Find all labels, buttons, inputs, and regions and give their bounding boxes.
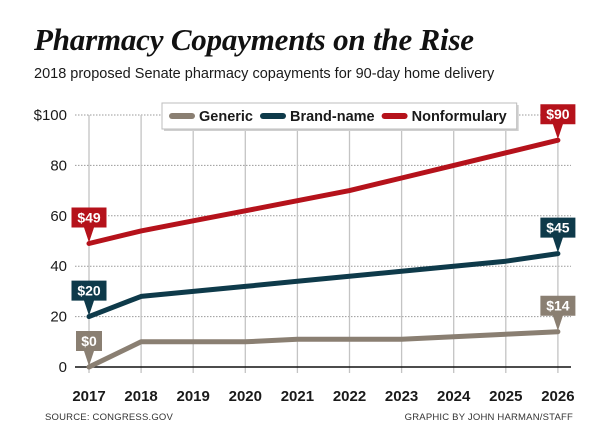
callout-label: $20	[77, 283, 101, 299]
y-tick-label: 60	[50, 208, 67, 225]
callout-label: $14	[546, 298, 570, 314]
legend-box	[161, 102, 518, 130]
x-tick-label: 2023	[385, 388, 418, 405]
graphic-credit: GRAPHIC BY JOHN HARMAN/STAFF	[404, 412, 573, 423]
x-tick-label: 2024	[437, 388, 471, 405]
callout-box	[540, 295, 576, 331]
callout-label: $90	[546, 106, 570, 122]
y-tick-label: 20	[50, 309, 67, 326]
callout-label: $0	[81, 333, 97, 349]
legend-label: Brand-name	[290, 109, 375, 125]
callout-end-brand-name: $45	[540, 217, 576, 253]
callout-start-brand-name: $20	[71, 280, 107, 316]
y-axis-ticks: 0 20 40 60 80 $100	[34, 107, 67, 376]
x-tick-label: 2025	[489, 388, 522, 405]
x-tick-label: 2018	[124, 388, 157, 405]
y-gridlines	[75, 114, 571, 318]
series-lines	[86, 137, 561, 370]
callout-end-nonformulary: $90	[540, 104, 576, 140]
callout-label: $45	[546, 220, 570, 236]
x-tick-label: 2020	[229, 388, 262, 405]
x-tick-label: 2019	[177, 388, 210, 405]
y-tick-label: 40	[50, 258, 67, 275]
legend-item-nonformulary: Nonformulary	[381, 109, 507, 125]
legend-label: Nonformulary	[412, 109, 507, 125]
legend-item-brand-name: Brand-name	[260, 109, 375, 125]
series-line-nonformulary	[86, 137, 561, 246]
chart-subtitle: 2018 proposed Senate pharmacy copayments…	[34, 66, 495, 82]
x-axis-ticks: 2017 2018 2019 2020 2021 2022 2023 2024 2025 2026	[72, 388, 574, 405]
legend-label: Generic	[199, 109, 253, 125]
callout-box	[76, 331, 102, 366]
callout-box	[540, 104, 576, 140]
legend: Generic Brand-name Nonformulary	[161, 102, 519, 131]
chart-title: Pharmacy Copayments on the Rise	[34, 22, 474, 57]
legend-item-generic: Generic	[169, 109, 253, 125]
x-tick-label: 2026	[541, 388, 574, 405]
x-tick-label: 2022	[333, 388, 366, 405]
series-line-brand-name	[86, 251, 561, 320]
y-tick-label: 80	[50, 157, 67, 174]
series-line-generic	[86, 329, 561, 370]
source-note: SOURCE: CONGRESS.GOV	[45, 412, 174, 423]
x-tick-label: 2017	[72, 388, 105, 405]
callout-start-generic: $0	[76, 331, 102, 366]
callout-start-nonformulary: $49	[71, 207, 107, 243]
callout-box	[71, 207, 107, 243]
x-tick-label: 2021	[281, 388, 314, 405]
value-callouts: $0 $14 $20 $45 $49 $90	[71, 104, 576, 366]
callout-end-generic: $14	[540, 295, 576, 331]
callout-label: $49	[77, 210, 101, 226]
callout-box	[540, 217, 576, 253]
callout-box	[71, 280, 107, 316]
y-tick-label: $100	[34, 107, 67, 124]
y-tick-label: 0	[59, 359, 67, 376]
